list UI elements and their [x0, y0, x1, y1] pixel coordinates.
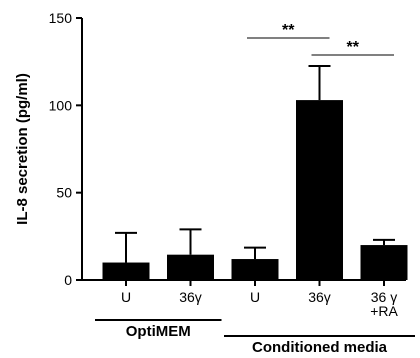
x-tick-label: 36γ [308, 289, 331, 305]
y-tick-label: 50 [56, 185, 72, 201]
x-tick-label: 36 γ [371, 289, 397, 305]
significance-annotations: ** ** [247, 22, 394, 56]
bar [167, 254, 214, 280]
x-ticks: U 36γ U 36γ 36 γ+RA [121, 280, 398, 319]
y-tick-label: 150 [49, 10, 73, 26]
x-tick-label: U [250, 289, 260, 305]
bar [296, 100, 343, 281]
significance-label: ** [282, 22, 295, 39]
x-tick-label: U [121, 289, 131, 305]
y-tick-label: 0 [64, 272, 72, 288]
group-label: Conditioned media [252, 339, 388, 356]
y-tick-label: 100 [49, 97, 73, 113]
bar [102, 262, 150, 280]
y-ticks: 0 50 100 150 [49, 10, 82, 288]
significance-label: ** [347, 39, 360, 56]
group-label: OptiMEM [126, 323, 191, 340]
group-labels: OptiMEM Conditioned media [95, 319, 415, 356]
bar [231, 259, 279, 280]
x-tick-label: 36γ [179, 289, 202, 305]
y-axis-label: IL-8 secretion (pg/ml) [14, 73, 31, 225]
bar [360, 245, 408, 280]
x-tick-label: +RA [370, 303, 398, 319]
bars [102, 100, 408, 281]
error-bars [115, 65, 395, 263]
